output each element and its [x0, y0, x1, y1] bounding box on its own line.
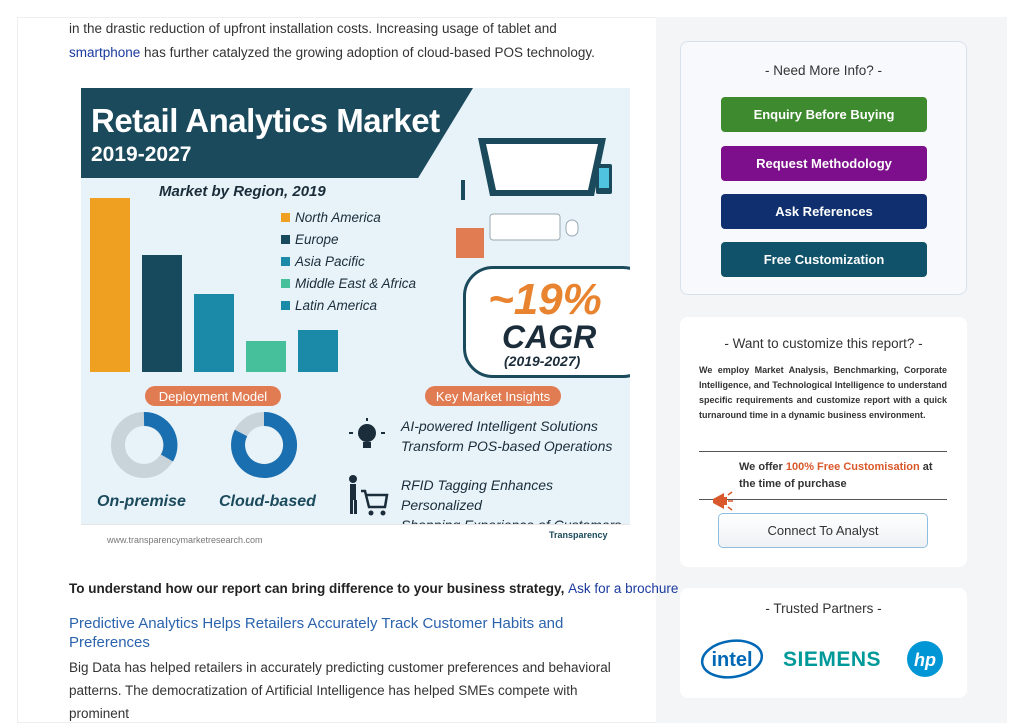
offer-prefix: We offer [739, 461, 786, 473]
insight-rfid-line1: RFID Tagging Enhances Personalized [401, 477, 554, 513]
insight-ai-line2: Transform POS-based Operations [401, 438, 613, 454]
retail-analytics-infographic: Retail Analytics Market 2019-2027 Market… [81, 88, 630, 524]
intro-paragraph: in the drastic reduction of upfront inst… [69, 17, 639, 65]
offer-highlight: 100% Free Customisation [785, 461, 920, 473]
need-more-info-title: - Need More Info? - [764, 63, 883, 78]
key-insights-pill: Key Market Insights [425, 386, 561, 406]
legend-label: Middle East & Africa [295, 275, 417, 291]
megaphone-icon [713, 491, 733, 511]
cagr-years: (2019-2027) [504, 353, 581, 369]
bar-europe [142, 255, 182, 372]
legend-swatch [281, 278, 290, 288]
infographic-footer: www.transparencymarketresearch.com Trans… [81, 524, 630, 556]
brochure-cta: To understand how our report can bring d… [69, 581, 678, 596]
donut-cloud-based [231, 412, 298, 478]
deployment-model-pill: Deployment Model [145, 386, 281, 406]
free-customization-button[interactable]: Free Customization [721, 242, 927, 277]
body-paragraph: Big Data has helped retailers in accurat… [69, 660, 611, 721]
cagr-label: CAGR [502, 319, 597, 355]
legend-item: North America [281, 206, 416, 228]
customize-description: We employ Market Analysis, Benchmarking,… [699, 365, 947, 420]
donut-on-premise [111, 412, 178, 478]
shopping-cart-icon [349, 475, 389, 516]
request-methodology-button[interactable]: Request Methodology [721, 146, 927, 181]
siemens-logo: SIEMENS [783, 648, 882, 671]
ask-references-button[interactable]: Ask References [721, 194, 927, 229]
cloud-based-label: Cloud-based [219, 493, 316, 510]
legend-item: Asia Pacific [281, 250, 416, 272]
customize-report-card: - Want to customize this report? - We em… [680, 317, 967, 567]
cagr-badge: ~19% CAGR (2019-2027) [463, 266, 630, 378]
cagr-value: ~19% [488, 275, 602, 324]
intro-text-1: in the drastic reduction of upfront inst… [69, 21, 557, 36]
offer-suffix: at the time of purchase [739, 461, 933, 490]
legend-swatch [281, 300, 290, 310]
infographic-banner [81, 88, 473, 178]
legend-label: Latin America [295, 297, 378, 313]
ask-brochure-link[interactable]: Ask for a brochure [568, 581, 679, 596]
market-by-region-label: Market by Region, 2019 [159, 183, 326, 200]
insight-ai: AI-powered Intelligent Solutions Transfo… [401, 416, 612, 456]
bar-asia-pacific [194, 294, 234, 372]
insight-ai-line1: AI-powered Intelligent Solutions [401, 418, 598, 434]
customize-report-title: - Want to customize this report? - [724, 336, 923, 351]
connect-to-analyst-button[interactable]: Connect To Analyst [718, 513, 928, 548]
legend-swatch [281, 234, 290, 244]
bar-latin-america [298, 330, 338, 372]
bar-middle-east-africa [246, 341, 286, 372]
legend-label: Europe [295, 231, 339, 247]
region-bars [90, 198, 350, 372]
article-main: in the drastic reduction of upfront inst… [69, 17, 639, 65]
divider [699, 451, 947, 452]
legend-swatch [281, 212, 290, 222]
region-legend: North America Europe Asia Pacific Middle… [281, 206, 416, 316]
bar-north-america [90, 198, 130, 372]
legend-label: Asia Pacific [295, 253, 365, 269]
legend-label: North America [295, 209, 381, 225]
free-customisation-offer: We offer 100% Free Customisation at the … [739, 459, 949, 493]
legend-swatch [281, 256, 290, 266]
transparency-logo: Transparency [549, 530, 608, 540]
insight-rfid-line2: Shopping Experience of Customers [401, 515, 630, 524]
legend-item: Middle East & Africa [281, 272, 416, 294]
insight-rfid: RFID Tagging Enhances Personalized Shopp… [401, 475, 630, 524]
legend-item: Europe [281, 228, 416, 250]
smartphone-link[interactable]: smartphone [69, 45, 141, 60]
hp-logo: hp [907, 641, 943, 677]
divider [699, 499, 947, 500]
infographic-title: Retail Analytics Market [91, 102, 440, 139]
trusted-partners-title: - Trusted Partners - [765, 601, 882, 616]
need-more-info-card: - Need More Info? - Enquiry Before Buyin… [680, 41, 967, 295]
infographic-years: 2019-2027 [91, 143, 192, 166]
lightbulb-icon [349, 418, 385, 448]
infographic-url: www.transparencymarketresearch.com [107, 535, 263, 545]
intro-text-2: has further catalyzed the growing adopti… [140, 45, 595, 60]
on-premise-label: On-premise [97, 493, 186, 510]
intel-logo-text: intel [711, 649, 752, 671]
intel-logo: intel [700, 639, 764, 679]
enquiry-before-buying-button[interactable]: Enquiry Before Buying [721, 97, 927, 132]
laptop-desk-illustration [456, 138, 612, 258]
brochure-cta-text: To understand how our report can bring d… [69, 581, 569, 596]
legend-item: Latin America [281, 294, 416, 316]
hp-logo-text: hp [914, 650, 936, 670]
section-heading: Predictive Analytics Helps Retailers Acc… [69, 615, 564, 651]
trusted-partners-card: - Trusted Partners - intel SIEMENS hp [680, 588, 967, 698]
